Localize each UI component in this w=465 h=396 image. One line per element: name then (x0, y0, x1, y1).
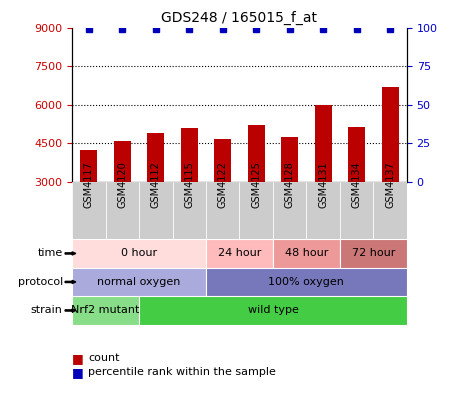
Bar (173, 182, 206, 239)
Bar (139, 182, 173, 239)
Bar (72, 268, 206, 296)
Bar (315, 105, 332, 259)
Text: ■: ■ (72, 352, 84, 365)
Text: ■: ■ (72, 366, 84, 379)
Bar (80, 150, 97, 259)
Text: GSM4117: GSM4117 (84, 161, 94, 208)
Text: count: count (88, 353, 120, 364)
Text: 100% oxygen: 100% oxygen (268, 277, 345, 287)
Bar (72, 239, 206, 268)
Bar (281, 137, 298, 259)
Text: time: time (38, 248, 63, 259)
Text: 72 hour: 72 hour (352, 248, 395, 259)
Bar (72, 296, 139, 325)
Text: protocol: protocol (18, 277, 63, 287)
Bar (206, 182, 239, 239)
Text: 48 hour: 48 hour (285, 248, 328, 259)
Text: GSM4131: GSM4131 (318, 161, 328, 208)
Bar (206, 239, 273, 268)
Text: GSM4115: GSM4115 (184, 161, 194, 208)
Text: GSM4128: GSM4128 (285, 161, 295, 208)
Text: 0 hour: 0 hour (121, 248, 157, 259)
Text: GSM4120: GSM4120 (117, 161, 127, 208)
Bar (273, 182, 306, 239)
Bar (72, 182, 106, 239)
Bar (139, 296, 407, 325)
Text: strain: strain (31, 305, 63, 316)
Bar (181, 128, 198, 259)
Bar (373, 182, 407, 239)
Bar (206, 268, 407, 296)
Text: GSM4134: GSM4134 (352, 161, 362, 208)
Text: GSM4122: GSM4122 (218, 161, 228, 208)
Text: percentile rank within the sample: percentile rank within the sample (88, 367, 276, 377)
Bar (348, 127, 365, 259)
Text: GSM4112: GSM4112 (151, 161, 161, 208)
Text: normal oxygen: normal oxygen (97, 277, 181, 287)
Bar (340, 239, 407, 268)
Bar (214, 139, 231, 259)
Bar (382, 87, 399, 259)
Bar (273, 239, 340, 268)
Bar (306, 182, 340, 239)
Text: Nrf2 mutant: Nrf2 mutant (71, 305, 140, 316)
Text: GSM4125: GSM4125 (251, 161, 261, 208)
Text: wild type: wild type (247, 305, 299, 316)
Bar (147, 133, 164, 259)
Bar (340, 182, 373, 239)
Bar (239, 182, 273, 239)
Title: GDS248 / 165015_f_at: GDS248 / 165015_f_at (161, 11, 318, 25)
Bar (248, 125, 265, 259)
Bar (106, 182, 139, 239)
Text: 24 hour: 24 hour (218, 248, 261, 259)
Text: GSM4137: GSM4137 (385, 161, 395, 208)
Bar (114, 141, 131, 259)
